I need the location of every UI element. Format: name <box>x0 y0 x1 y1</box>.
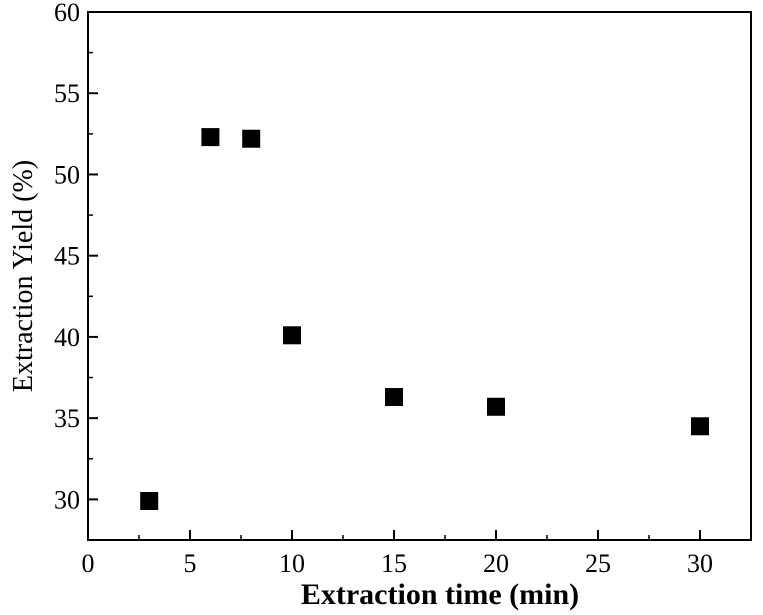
data-point-square <box>201 128 220 147</box>
x-tick-label: 25 <box>585 549 611 578</box>
plot-frame <box>87 11 752 541</box>
x-tick-label: 5 <box>184 549 197 578</box>
y-tick-label: 40 <box>54 323 80 352</box>
y-tick-label: 35 <box>54 404 80 433</box>
x-tick-label: 15 <box>381 549 407 578</box>
data-point-square <box>140 492 159 511</box>
data-point-square <box>385 388 403 407</box>
x-axis-tick-labels: 0 5 10 15 20 25 30 <box>82 549 714 578</box>
data-point-square <box>691 417 709 436</box>
x-axis-title: Extraction time (min) <box>301 578 579 611</box>
x-axis-ticks <box>87 530 701 540</box>
x-tick-label: 20 <box>483 549 509 578</box>
y-axis-tick-labels: 30 35 40 45 50 55 60 <box>54 0 80 514</box>
y-tick-label: 55 <box>54 79 80 108</box>
data-points <box>140 128 709 511</box>
y-tick-label: 50 <box>54 160 80 189</box>
y-axis-ticks <box>88 11 98 501</box>
data-point-square <box>487 397 505 416</box>
x-tick-label: 10 <box>279 549 305 578</box>
y-tick-label: 45 <box>54 242 80 271</box>
x-tick-label: 0 <box>82 549 95 578</box>
x-tick-label: 30 <box>687 549 713 578</box>
data-point-square <box>283 326 301 345</box>
y-tick-label: 60 <box>54 0 80 27</box>
data-point-square <box>242 129 261 148</box>
y-tick-label: 30 <box>54 485 80 514</box>
y-axis-title: Extraction Yield (%) <box>8 160 39 392</box>
